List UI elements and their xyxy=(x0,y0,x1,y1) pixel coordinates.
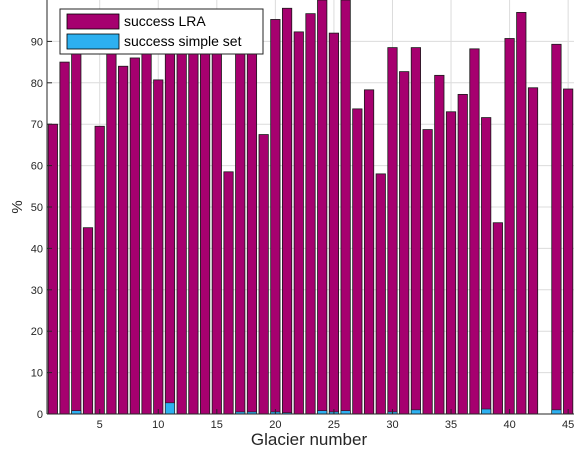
bar-success-lra xyxy=(188,49,199,415)
bar-success-lra xyxy=(211,49,222,415)
bar-success-lra xyxy=(82,227,94,415)
x-tick-label: 15 xyxy=(211,419,223,431)
bar-success-lra xyxy=(200,49,211,415)
legend: success LRA success simple set xyxy=(59,8,264,55)
x-tick-label: 35 xyxy=(445,419,457,431)
bar-success-lra xyxy=(235,49,246,415)
bar-success-lra xyxy=(94,125,105,415)
bar-success-simple-set xyxy=(551,409,562,415)
bar-success-lra xyxy=(258,134,269,415)
legend-swatch-lra xyxy=(66,13,120,30)
bar-success-lra xyxy=(422,129,433,415)
legend-swatch-simple xyxy=(66,33,120,50)
bar-success-lra xyxy=(281,7,293,415)
bar-success-lra xyxy=(164,49,176,415)
bar-success-lra xyxy=(106,45,117,415)
bar-success-lra xyxy=(551,43,562,415)
y-tick-label: 60 xyxy=(31,161,43,173)
series-success-lra xyxy=(47,0,574,415)
bar-success-lra xyxy=(141,9,152,415)
bar-success-lra xyxy=(363,89,375,415)
bar-success-lra xyxy=(481,117,492,415)
y-tick-label: 90 xyxy=(31,36,43,48)
y-tick-label: 50 xyxy=(31,202,43,214)
bar-success-simple-set xyxy=(164,402,175,415)
y-tick-label: 70 xyxy=(31,119,43,131)
x-tick-labels: 5 10 15 20 25 30 35 40 45 xyxy=(97,419,574,431)
bar-success-lra xyxy=(434,74,445,415)
bar-success-lra xyxy=(352,108,363,415)
y-tick-label: 20 xyxy=(31,326,43,338)
y-tick-label: 40 xyxy=(31,243,43,255)
y-tick-label: 10 xyxy=(31,368,43,380)
bar-success-lra xyxy=(129,57,140,415)
bar-success-simple-set xyxy=(481,408,492,415)
x-tick-label: 5 xyxy=(97,419,103,431)
axes xyxy=(46,0,574,415)
legend-label-simple: success simple set xyxy=(124,33,242,49)
bar-success-lra xyxy=(457,93,468,415)
bar-success-lra xyxy=(504,38,515,415)
bar-success-lra xyxy=(223,171,234,415)
bar-success-lra xyxy=(387,47,398,415)
bar-success-lra xyxy=(317,0,328,415)
bar-success-lra xyxy=(59,61,70,415)
y-tick-label: 0 xyxy=(37,409,43,421)
bar-success-lra xyxy=(47,123,58,415)
bar-success-lra xyxy=(563,88,574,415)
y-tick-label: 30 xyxy=(31,285,43,297)
bar-success-lra xyxy=(270,19,281,415)
bar-success-lra xyxy=(399,71,410,415)
bar-success-lra xyxy=(246,49,258,415)
x-tick-label: 25 xyxy=(328,419,340,431)
x-axis-label: Glacier number xyxy=(251,430,368,449)
bar-success-lra xyxy=(340,0,351,415)
y-tick-label: 80 xyxy=(31,78,43,90)
bar-success-lra xyxy=(305,13,316,415)
bar-success-lra xyxy=(328,32,340,415)
x-tick-label: 30 xyxy=(386,419,398,431)
x-tick-label: 20 xyxy=(269,419,281,431)
bar-success-simple-set xyxy=(410,409,421,415)
bar-success-lra xyxy=(469,48,480,415)
bar-success-lra xyxy=(527,87,539,415)
bar-success-lra xyxy=(293,31,304,415)
legend-label-lra: success LRA xyxy=(124,13,206,29)
bar-success-lra xyxy=(410,47,421,415)
bar-success-lra xyxy=(153,79,164,415)
x-tick-label: 10 xyxy=(152,419,164,431)
x-tick-label: 45 xyxy=(562,419,574,431)
bar-success-lra xyxy=(445,111,457,415)
bar-success-lra xyxy=(176,14,187,415)
y-tick-labels: 0 10 20 30 40 50 60 70 80 90 xyxy=(31,36,43,421)
bar-success-lra xyxy=(492,222,503,415)
bar-success-lra xyxy=(516,12,527,415)
bar-success-lra xyxy=(71,49,82,415)
bar-success-lra xyxy=(118,65,129,415)
y-axis-label: % xyxy=(9,200,26,213)
bar-success-lra xyxy=(375,173,386,415)
x-tick-label: 40 xyxy=(503,419,515,431)
